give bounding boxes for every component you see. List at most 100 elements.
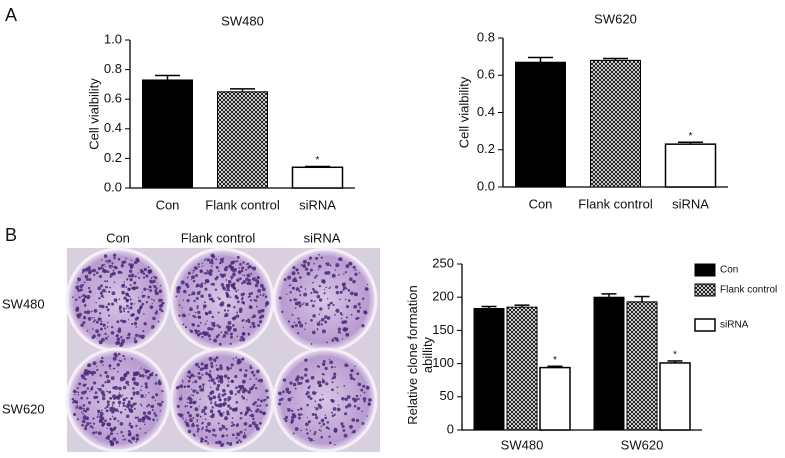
colony xyxy=(152,418,155,422)
colony xyxy=(147,370,150,373)
colony xyxy=(152,284,155,287)
colony xyxy=(260,399,264,403)
colony xyxy=(130,425,133,428)
colony xyxy=(361,297,365,300)
colony xyxy=(206,269,209,272)
colony xyxy=(257,398,260,401)
colony xyxy=(132,393,135,396)
colony xyxy=(249,408,252,411)
colony xyxy=(251,385,255,390)
colony xyxy=(81,411,83,414)
colony xyxy=(360,388,364,392)
colony xyxy=(201,408,206,413)
colony xyxy=(209,260,214,264)
colony xyxy=(229,442,233,446)
colony xyxy=(361,410,363,413)
colony xyxy=(102,268,106,273)
colony xyxy=(345,316,348,319)
colony xyxy=(209,391,213,395)
colony xyxy=(324,416,328,420)
colony xyxy=(352,265,356,269)
colony xyxy=(239,339,242,342)
colony xyxy=(159,409,162,412)
colony xyxy=(109,397,112,400)
colony xyxy=(97,266,102,271)
colony xyxy=(339,311,343,315)
colony xyxy=(240,335,244,340)
colony xyxy=(196,430,199,433)
colony xyxy=(297,332,300,335)
colony xyxy=(246,281,249,284)
colony xyxy=(335,308,340,313)
annotation: * xyxy=(553,355,557,366)
colony xyxy=(215,335,219,339)
colony xyxy=(192,394,195,397)
colony xyxy=(141,374,145,378)
colony xyxy=(221,403,226,407)
colony xyxy=(204,331,209,336)
colony xyxy=(236,311,239,314)
colony xyxy=(217,403,221,408)
colony xyxy=(304,367,308,372)
colony xyxy=(265,404,268,407)
colony xyxy=(249,414,252,417)
colony xyxy=(132,391,136,395)
colony xyxy=(123,355,125,358)
colony xyxy=(348,261,353,266)
x-tick-label: Flank control xyxy=(578,196,653,211)
colony xyxy=(192,422,195,425)
colony xyxy=(252,373,256,377)
colony xyxy=(123,281,125,283)
colony xyxy=(150,277,153,280)
colony xyxy=(91,426,94,429)
colony xyxy=(292,382,297,387)
colony xyxy=(116,302,118,304)
colony xyxy=(236,255,240,259)
colony xyxy=(203,364,208,368)
colony xyxy=(126,336,129,340)
y-axis-label: Cell vialbility xyxy=(86,78,101,150)
colony xyxy=(320,418,325,423)
colony xyxy=(138,374,142,378)
colony xyxy=(257,279,260,282)
colony xyxy=(88,268,91,271)
colony xyxy=(109,368,111,370)
colony xyxy=(263,398,266,402)
colony xyxy=(255,426,260,431)
colony xyxy=(326,298,329,300)
colony xyxy=(108,314,111,317)
colony xyxy=(353,304,358,309)
colony xyxy=(250,370,254,374)
colony xyxy=(122,394,124,396)
colony xyxy=(86,422,90,426)
colony xyxy=(238,307,243,312)
colony xyxy=(203,272,206,275)
colony xyxy=(154,311,158,315)
colony xyxy=(184,325,188,329)
colony xyxy=(344,397,348,401)
colony xyxy=(135,424,138,427)
colony xyxy=(72,389,77,394)
colony xyxy=(82,321,86,325)
colony xyxy=(115,341,119,345)
colony xyxy=(357,302,361,306)
colony xyxy=(341,338,343,340)
colony xyxy=(195,316,197,319)
colony xyxy=(294,324,298,328)
colony xyxy=(84,427,88,431)
colony xyxy=(88,290,92,293)
colony xyxy=(210,361,214,365)
well xyxy=(272,247,378,353)
colony xyxy=(127,400,131,404)
colony xyxy=(319,398,322,402)
colony xyxy=(142,272,146,275)
colony xyxy=(192,269,195,272)
colony xyxy=(128,288,131,291)
colony xyxy=(343,273,345,275)
colony xyxy=(153,285,157,288)
colony xyxy=(95,320,99,324)
colony xyxy=(141,294,145,298)
colony xyxy=(89,422,92,424)
colony xyxy=(81,271,84,274)
colony xyxy=(350,368,354,373)
